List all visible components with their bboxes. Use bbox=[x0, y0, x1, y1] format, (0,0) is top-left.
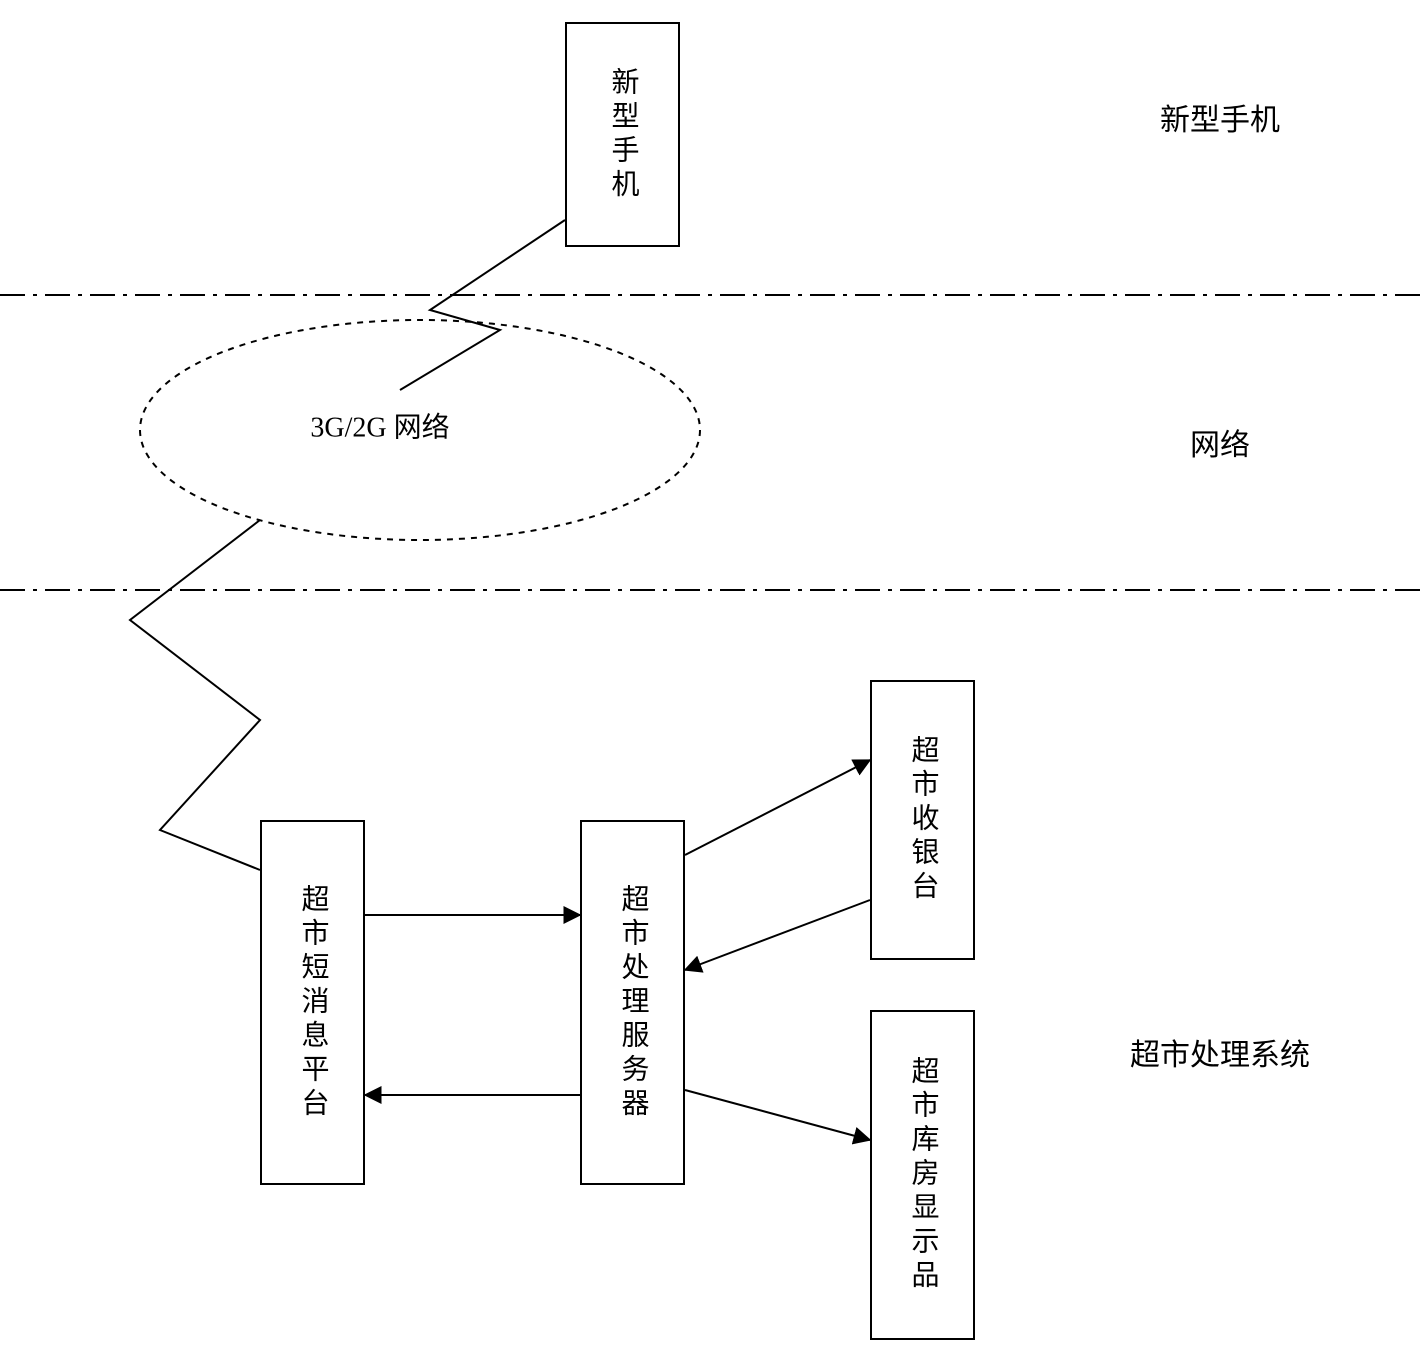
node-warehouse: 超市库房显示品 bbox=[870, 1010, 975, 1340]
node-sms-platform: 超市短消息平台 bbox=[260, 820, 365, 1185]
edge-server-to-warehouse bbox=[685, 1090, 870, 1140]
zigzag-network-sms bbox=[130, 520, 260, 870]
node-sms-label: 超市短消息平台 bbox=[293, 884, 333, 1122]
node-server: 超市处理服务器 bbox=[580, 820, 685, 1185]
network-cloud bbox=[140, 320, 700, 540]
region-label-supermarket: 超市处理系统 bbox=[1130, 1030, 1310, 1074]
zigzag-phone-network bbox=[400, 220, 565, 390]
node-warehouse-label: 超市库房显示品 bbox=[903, 1056, 943, 1294]
node-checkout: 超市收银台 bbox=[870, 680, 975, 960]
edge-server-to-checkout bbox=[685, 760, 870, 855]
network-cloud-label: 3G/2G 网络 bbox=[310, 411, 449, 443]
diagram-svg: 3G/2G 网络 bbox=[0, 0, 1422, 1355]
node-phone: 新型手机 bbox=[565, 22, 680, 247]
region-label-phone: 新型手机 bbox=[1160, 95, 1280, 139]
region-label-network: 网络 bbox=[1190, 420, 1250, 464]
node-phone-label: 新型手机 bbox=[603, 67, 643, 203]
node-server-label: 超市处理服务器 bbox=[613, 884, 653, 1122]
edge-checkout-to-server bbox=[685, 900, 870, 970]
node-checkout-label: 超市收银台 bbox=[903, 735, 943, 905]
